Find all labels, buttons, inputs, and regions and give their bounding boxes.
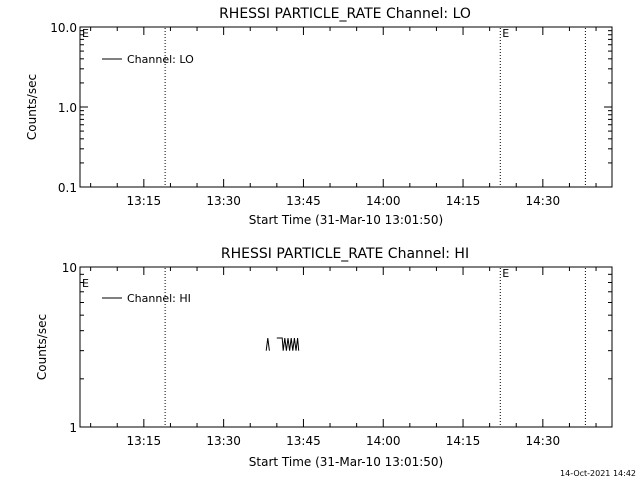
corner-mark: E: [82, 277, 89, 290]
x-ticks: 13:15 13:30 13:45 14:00 14:15 14:30: [90, 267, 597, 448]
data-series: [265, 337, 300, 351]
event-line-label: E: [502, 27, 509, 40]
x-tick-label: 13:45: [286, 194, 321, 208]
event-lines: E: [164, 27, 586, 186]
series-line: [276, 337, 300, 351]
x-tick-label: 14:00: [366, 434, 401, 448]
x-tick-label: 14:00: [366, 194, 401, 208]
x-axis-label: Start Time (31-Mar-10 13:01:50): [249, 455, 443, 469]
y-tick-label: 10.0: [50, 21, 77, 35]
y-tick-label: 10: [62, 261, 77, 275]
y-axis-label: Counts/sec: [35, 314, 49, 380]
x-tick-label: 13:30: [206, 434, 241, 448]
x-tick-label: 14:15: [446, 434, 481, 448]
event-lines: E: [164, 267, 586, 426]
x-tick-label: 13:15: [127, 434, 162, 448]
x-tick-label: 13:45: [286, 434, 321, 448]
chart-panel-lo: RHESSI PARTICLE_RATE Channel: LO Counts/…: [25, 6, 613, 227]
legend-entry: Channel: LO: [127, 53, 194, 66]
legend-entry: Channel: HI: [127, 292, 191, 305]
footer-timestamp: 14-Oct-2021 14:42: [560, 469, 636, 478]
x-tick-label: 13:15: [127, 194, 162, 208]
x-axis-label: Start Time (31-Mar-10 13:01:50): [249, 213, 443, 227]
x-tick-label: 13:30: [206, 194, 241, 208]
y-ticks: 0.1 1.0 10.0: [50, 21, 612, 195]
plot-frame: [79, 266, 613, 428]
event-line-label: E: [502, 267, 509, 280]
chart-title: RHESSI PARTICLE_RATE Channel: HI: [221, 246, 469, 262]
x-ticks: 13:15 13:30 13:45 14:00 14:15 14:30: [90, 27, 597, 208]
corner-mark: E: [82, 27, 89, 40]
chart-panel-hi: RHESSI PARTICLE_RATE Channel: HI Counts/…: [35, 246, 613, 469]
y-axis-label: Counts/sec: [25, 74, 39, 140]
x-tick-label: 14:30: [526, 194, 561, 208]
y-ticks: 1 10: [62, 261, 612, 435]
y-tick-label: 0.1: [58, 181, 77, 195]
y-tick-label: 1: [69, 421, 77, 435]
plot-frame: [79, 26, 613, 188]
chart-title: RHESSI PARTICLE_RATE Channel: LO: [219, 6, 471, 22]
x-tick-label: 14:30: [526, 434, 561, 448]
x-tick-label: 14:15: [446, 194, 481, 208]
y-tick-label: 1.0: [58, 101, 77, 115]
series-line: [265, 337, 270, 351]
